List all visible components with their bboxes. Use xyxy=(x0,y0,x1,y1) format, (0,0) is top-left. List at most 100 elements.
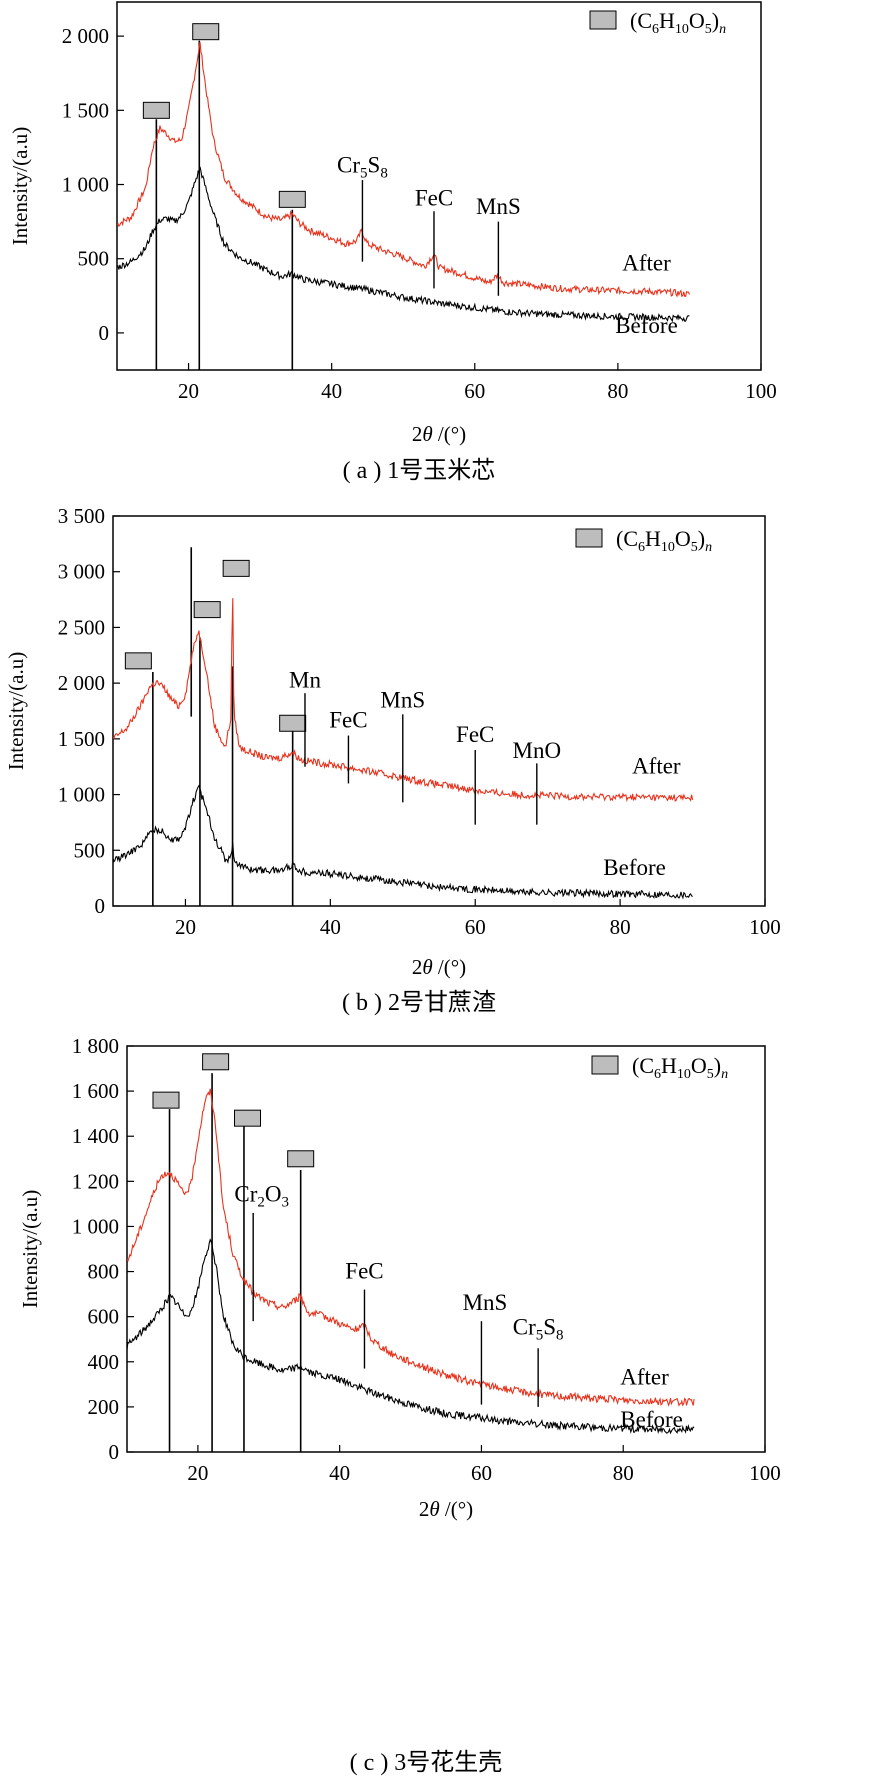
legend-sub: 5 xyxy=(691,540,698,555)
x-tick-label: 40 xyxy=(321,379,342,403)
series-line-before xyxy=(117,166,690,323)
phase-label-main2: S xyxy=(543,1315,556,1340)
y-tick-label: 2 500 xyxy=(58,615,105,639)
legend-sub: n xyxy=(721,1067,728,1082)
phase-label-main: Mn xyxy=(289,668,321,693)
phase-label-main: Cr xyxy=(337,153,360,178)
series-line-after xyxy=(117,41,690,298)
phase-label-sub2: 8 xyxy=(556,1328,564,1344)
panel-caption: ( c ) 3号花生壳 xyxy=(350,1749,503,1776)
phase-label: Cr2O3 xyxy=(234,1182,289,1211)
phase-label: MnS xyxy=(380,688,425,713)
phase-label-main: FeC xyxy=(345,1258,383,1283)
phase-label-sub: 2 xyxy=(257,1195,265,1211)
legend-sub: 10 xyxy=(675,22,689,37)
legend-sub: n xyxy=(719,22,726,37)
plot-frame xyxy=(116,1,762,371)
y-tick-label: 800 xyxy=(88,1260,120,1284)
x-tick-label: 100 xyxy=(749,915,781,939)
phase-label-sub2: 3 xyxy=(282,1195,290,1211)
legend-label: (C6H10O5)n xyxy=(632,1053,728,1082)
phase-label: MnO xyxy=(513,738,562,763)
phase-label: FeC xyxy=(415,185,453,210)
x-tick-label: 40 xyxy=(320,915,341,939)
y-axis-title: Intensity/(a.u) xyxy=(4,652,28,770)
y-tick-label: 3 500 xyxy=(58,504,105,528)
x-tick-label: 20 xyxy=(178,379,199,403)
legend-part: (C xyxy=(632,1053,654,1078)
cellulose-marker xyxy=(222,559,250,577)
y-tick-label: 1 500 xyxy=(58,727,105,751)
series-line-before xyxy=(127,1238,695,1435)
phase-label-main: MnO xyxy=(513,738,562,763)
legend-part: H xyxy=(661,1053,677,1078)
phase-label: FeC xyxy=(456,722,494,747)
legend-marker xyxy=(591,1055,619,1075)
x-axis-title: 2θ /(°) xyxy=(412,955,466,979)
series-label: Before xyxy=(615,313,678,338)
legend-sub: 6 xyxy=(638,540,645,555)
phase-label-main: FeC xyxy=(415,185,453,210)
x-axis-title-theta: θ xyxy=(422,955,432,979)
y-tick-label: 1 000 xyxy=(62,173,109,197)
y-tick-label: 1 000 xyxy=(72,1214,119,1238)
x-tick-label: 60 xyxy=(465,915,486,939)
series-label: After xyxy=(620,1364,669,1389)
legend-marker xyxy=(575,528,603,548)
legend-part: H xyxy=(645,526,661,551)
y-tick-label: 400 xyxy=(88,1350,120,1374)
legend-part: O xyxy=(675,526,691,551)
y-tick-label: 1 400 xyxy=(72,1124,119,1148)
cellulose-marker xyxy=(124,652,152,670)
x-tick-label: 40 xyxy=(329,1461,350,1485)
cellulose-marker xyxy=(279,714,307,732)
cellulose-marker xyxy=(192,23,220,41)
y-tick-label: 1 500 xyxy=(62,98,109,122)
phase-label: Cr5S8 xyxy=(513,1315,564,1344)
plot-frame xyxy=(112,515,766,907)
y-tick-label: 1 600 xyxy=(72,1079,119,1103)
y-tick-label: 1 000 xyxy=(58,783,105,807)
x-axis-title-prefix: 2 xyxy=(419,1497,430,1521)
x-axis-title-prefix: 2 xyxy=(412,422,423,446)
cellulose-marker xyxy=(193,601,221,619)
legend-sub: 6 xyxy=(652,22,659,37)
y-tick-label: 0 xyxy=(99,321,110,345)
legend-sub: 5 xyxy=(705,22,712,37)
phase-label-main: Cr xyxy=(513,1315,536,1340)
legend: (C6H10O5)n xyxy=(589,8,726,37)
y-tick-label: 500 xyxy=(78,247,110,271)
series-label: Before xyxy=(603,855,666,880)
y-tick-label: 2 000 xyxy=(62,24,109,48)
cellulose-marker xyxy=(287,1150,315,1168)
x-tick-label: 80 xyxy=(613,1461,634,1485)
legend-part: ) xyxy=(712,8,719,33)
legend-sub: 10 xyxy=(661,540,675,555)
x-axis-title: 2θ /(°) xyxy=(419,1497,473,1521)
phase-label-main: FeC xyxy=(456,722,494,747)
phase-label-sub: 5 xyxy=(536,1328,544,1344)
x-tick-label: 20 xyxy=(187,1461,208,1485)
phase-label: Cr5S8 xyxy=(337,153,388,182)
phase-label-main2: O xyxy=(265,1182,282,1207)
phase-label-main: MnS xyxy=(380,688,425,713)
x-axis-title-theta: θ xyxy=(422,422,432,446)
cellulose-marker xyxy=(142,101,170,119)
x-tick-label: 20 xyxy=(175,915,196,939)
x-tick-label: 100 xyxy=(745,379,777,403)
legend-part: O xyxy=(689,8,705,33)
cellulose-marker xyxy=(234,1109,262,1127)
x-axis-title-suffix: /(°) xyxy=(433,955,466,979)
y-tick-label: 500 xyxy=(74,838,106,862)
y-tick-label: 1 800 xyxy=(72,1034,119,1058)
x-axis-title-prefix: 2 xyxy=(412,955,423,979)
series-line-before xyxy=(113,784,693,900)
series-line-after xyxy=(127,1088,695,1407)
legend-part: ) xyxy=(714,1053,721,1078)
x-tick-label: 60 xyxy=(464,379,485,403)
legend-sub: n xyxy=(705,540,712,555)
panel-caption: ( b ) 2号甘蔗渣 xyxy=(342,989,496,1016)
phase-label: MnS xyxy=(463,1290,508,1315)
phase-label: FeC xyxy=(329,708,367,733)
legend-sub: 5 xyxy=(707,1067,714,1082)
